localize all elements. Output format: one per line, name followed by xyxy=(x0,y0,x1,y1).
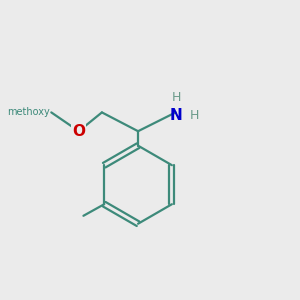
Text: H: H xyxy=(172,92,181,104)
Text: N: N xyxy=(170,108,183,123)
Text: methoxy: methoxy xyxy=(7,107,50,117)
Text: O: O xyxy=(72,124,85,139)
Text: H: H xyxy=(190,110,199,122)
